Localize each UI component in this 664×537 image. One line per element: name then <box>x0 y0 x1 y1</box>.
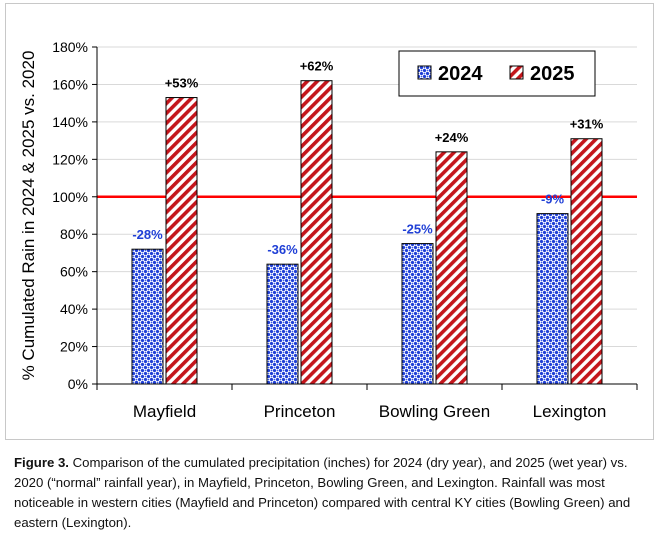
bar-2025-lexington <box>570 138 603 385</box>
legend-label-2025: 2025 <box>530 63 575 85</box>
x-tick-label: Bowling Green <box>379 402 491 421</box>
data-label-2024: -25% <box>402 222 433 237</box>
bar-2025-princeton <box>300 80 333 385</box>
caption-text: Comparison of the cumulated precipitatio… <box>14 455 631 530</box>
x-tick-label: Princeton <box>264 402 336 421</box>
data-label-2025: +62% <box>300 59 334 74</box>
data-label-2025: +53% <box>165 76 199 91</box>
data-label-2024: -28% <box>132 227 163 242</box>
y-tick-label: 100% <box>52 189 88 205</box>
caption-label: Figure 3. <box>14 455 69 470</box>
legend-box <box>398 50 596 97</box>
figure-caption: Figure 3. Comparison of the cumulated pr… <box>14 453 654 533</box>
y-tick-label: 40% <box>60 301 88 317</box>
legend-label-2024: 2024 <box>438 63 483 85</box>
y-tick-label: 180% <box>52 39 88 55</box>
data-label-2024: -36% <box>267 242 298 257</box>
bar-2025-bowling-green <box>435 151 468 385</box>
bar-2024-mayfield <box>131 248 164 385</box>
x-tick-label: Lexington <box>533 402 607 421</box>
bar-2024-lexington <box>536 213 569 385</box>
data-label-2025: +31% <box>570 117 604 132</box>
y-tick-label: 120% <box>52 151 88 167</box>
y-tick-label: 80% <box>60 226 88 242</box>
y-tick-label: 60% <box>60 264 88 280</box>
y-tick-label: 20% <box>60 339 88 355</box>
y-tick-label: 140% <box>52 114 88 130</box>
bar-2024-bowling-green <box>401 243 434 385</box>
data-label-2024: -9% <box>541 192 565 207</box>
y-tick-label: 0% <box>68 376 88 392</box>
y-axis-title: % Cumulated Rain in 2024 & 2025 vs. 2020 <box>19 51 38 381</box>
bar-2025-mayfield <box>165 97 198 385</box>
bar-2024-princeton <box>266 263 299 385</box>
y-tick-label: 160% <box>52 76 88 92</box>
bar-chart: 0% 20% 40% 60% 80% 100% 120% 140% 160% 180% % Cumu… <box>19 39 638 421</box>
legend-swatch-2025 <box>509 65 524 80</box>
legend-swatch-2024 <box>417 65 432 80</box>
data-label-2025: +24% <box>435 130 469 145</box>
x-tick-label: Mayfield <box>133 402 196 421</box>
